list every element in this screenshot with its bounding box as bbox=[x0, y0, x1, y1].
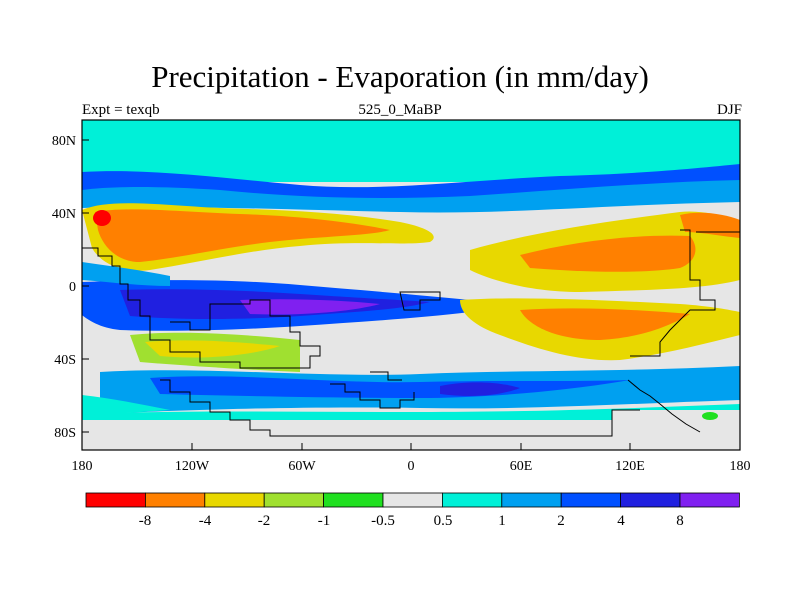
colorbar-swatch bbox=[560, 492, 622, 508]
axis-ticks bbox=[81, 139, 741, 450]
x-tick-180e: 180 bbox=[730, 459, 751, 474]
x-tick-60w: 60W bbox=[288, 459, 316, 474]
x-axis-labels: 180 120W 60W 0 60E 120E 180 bbox=[72, 459, 751, 474]
colorbar-swatch bbox=[323, 492, 384, 508]
period-label: 525_0_MaBP bbox=[358, 102, 442, 118]
coastline bbox=[82, 229, 740, 437]
x-tick-120w: 120W bbox=[175, 459, 210, 474]
experiment-label: Expt = texqb bbox=[82, 102, 160, 118]
colorbar-label: -4 bbox=[199, 513, 212, 529]
colorbar-swatch bbox=[382, 492, 443, 508]
colorbar-label: 4 bbox=[617, 513, 625, 529]
colorbar-swatch bbox=[204, 492, 265, 508]
colorbar-label: 0.5 bbox=[434, 513, 453, 529]
y-axis-labels: 80N 40N 0 40S 80S bbox=[52, 134, 76, 441]
x-tick-0: 0 bbox=[408, 459, 415, 474]
colorbar-swatch bbox=[85, 492, 146, 508]
colorbar-label: -0.5 bbox=[371, 513, 395, 529]
map-title: Precipitation - Evaporation (in mm/day) bbox=[151, 59, 649, 94]
colorbar-swatch bbox=[679, 492, 740, 508]
colorbar: -8 -4 -2 -1 -0.5 0.5 1 2 4 8 bbox=[85, 492, 740, 529]
y-tick-0: 0 bbox=[69, 280, 76, 295]
colorbar-swatch bbox=[501, 492, 562, 508]
colorbar-swatch bbox=[263, 492, 325, 508]
colorbar-swatch bbox=[620, 492, 681, 508]
colorbar-label: -2 bbox=[258, 513, 271, 529]
colorbar-label: 8 bbox=[676, 513, 684, 529]
colorbar-label: -8 bbox=[139, 513, 152, 529]
season-label: DJF bbox=[716, 102, 742, 118]
y-tick-40s: 40S bbox=[54, 353, 76, 368]
y-tick-40n: 40N bbox=[52, 207, 76, 222]
colorbar-label: -1 bbox=[318, 513, 331, 529]
x-tick-120e: 120E bbox=[615, 459, 645, 474]
colorbar-label: 2 bbox=[557, 513, 565, 529]
colorbar-swatch bbox=[441, 492, 503, 508]
colorbar-label: 1 bbox=[498, 513, 506, 529]
y-tick-80n: 80N bbox=[52, 134, 76, 149]
contour-field bbox=[82, 120, 740, 450]
colorbar-swatch bbox=[144, 492, 206, 508]
x-tick-180w: 180 bbox=[72, 459, 93, 474]
y-tick-80s: 80S bbox=[54, 426, 76, 441]
x-tick-60e: 60E bbox=[510, 459, 533, 474]
